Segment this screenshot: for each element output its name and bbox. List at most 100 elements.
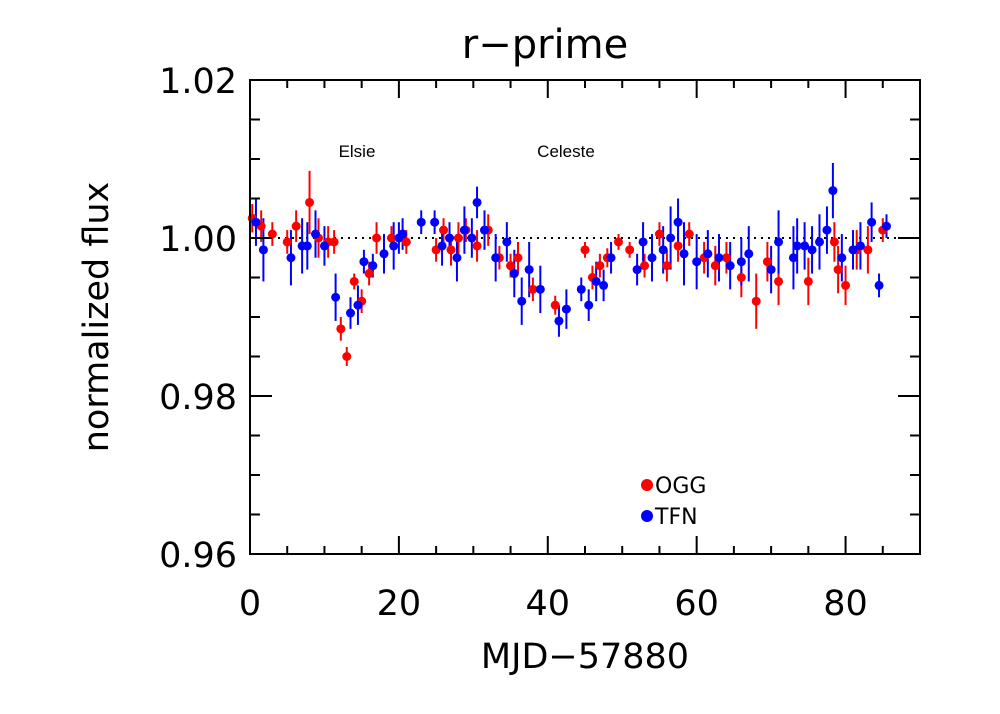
ogg-data-point: [829, 237, 839, 247]
tfn-data-point: [788, 253, 798, 263]
ogg-data-point: [614, 237, 623, 247]
y-tick-label: 1.02: [159, 62, 237, 102]
ogg-data-point: [654, 229, 664, 239]
tfn-data-point: [867, 217, 877, 227]
axis-tick-labels: 0 20 40 60 80 0.96 0.98 1.00 1.02: [159, 62, 868, 624]
tfn-data-point: [480, 225, 489, 235]
tfn-data-point: [524, 265, 534, 275]
tfn-data-point: [416, 217, 426, 227]
tfn-data-point: [744, 249, 754, 259]
ogg-data-point: [291, 221, 301, 231]
ogg-data-point: [580, 245, 590, 255]
tfn-data-point: [766, 265, 776, 275]
tfn-data-point: [599, 280, 609, 290]
x-tick-label: 80: [823, 584, 868, 624]
tfn-data-point: [491, 253, 501, 263]
x-tick-label: 40: [526, 584, 571, 624]
y-tick-label: 1.00: [159, 220, 237, 260]
tfn-data-point: [368, 261, 378, 271]
legend: OGG TFN: [641, 474, 706, 530]
ogg-data-point: [595, 261, 605, 271]
ogg-data-point: [336, 324, 346, 334]
tfn-data-point: [286, 253, 296, 263]
tfn-data-point: [792, 241, 802, 251]
tfn-data-point: [666, 233, 676, 243]
ogg-data-point: [439, 225, 449, 235]
ogg-data-point: [349, 276, 359, 286]
tfn-data-point: [837, 253, 847, 263]
tfn-data-point: [874, 280, 884, 290]
legend-marker-ogg: [641, 479, 653, 491]
ogg-data-point: [267, 229, 277, 239]
ogg-data-point: [625, 245, 635, 255]
tfn-data-point: [882, 221, 891, 231]
tfn-data-point: [822, 225, 832, 235]
data-points: [247, 186, 891, 361]
x-tick-label: 0: [239, 584, 261, 624]
legend-marker-tfn: [641, 510, 653, 522]
tfn-data-point: [437, 241, 447, 251]
tfn-data-point: [509, 269, 519, 279]
tfn-data-point: [807, 245, 817, 255]
ogg-data-point: [342, 352, 352, 361]
tfn-data-point: [353, 300, 363, 310]
ogg-data-point: [446, 245, 456, 255]
tfn-data-point: [692, 257, 702, 267]
tfn-data-point: [714, 253, 724, 263]
tfn-data-point: [331, 292, 341, 302]
ogg-data-point: [372, 233, 382, 243]
ogg-data-point: [774, 276, 784, 286]
ogg-data-point: [673, 241, 683, 251]
tfn-data-point: [647, 253, 657, 263]
tfn-data-point: [828, 186, 838, 196]
ogg-data-point: [803, 276, 813, 286]
ogg-data-point: [282, 237, 292, 247]
error-bars: [251, 162, 888, 366]
tfn-data-point: [673, 217, 683, 227]
tfn-data-point: [467, 233, 477, 243]
tfn-data-point: [459, 225, 469, 235]
tfn-data-point: [445, 233, 455, 243]
ogg-data-point: [506, 261, 516, 271]
tfn-data-point: [561, 304, 571, 314]
ogg-data-point: [662, 261, 672, 271]
ogg-data-point: [453, 233, 463, 243]
tfn-data-point: [638, 237, 648, 247]
tfn-data-point: [774, 237, 784, 247]
tfn-data-point: [251, 217, 261, 227]
ogg-data-point: [472, 241, 482, 251]
tfn-data-point: [848, 245, 858, 255]
x-tick-label: 60: [674, 584, 719, 624]
y-tick-label: 0.98: [159, 378, 237, 418]
tfn-data-point: [502, 237, 512, 247]
tfn-data-point: [658, 245, 668, 255]
annotation-elsie: Elsie: [339, 142, 376, 161]
ogg-data-point: [401, 237, 411, 247]
tfn-data-point: [591, 276, 601, 286]
x-axis-title: MJD−57880: [481, 637, 689, 677]
tfn-data-point: [452, 253, 462, 263]
ogg-data-point: [305, 197, 315, 207]
tfn-data-point: [472, 197, 482, 207]
ogg-data-point: [684, 229, 694, 239]
y-tick-label: 0.96: [159, 536, 237, 576]
ogg-data-point: [762, 257, 772, 267]
tfn-data-point: [725, 261, 735, 271]
ogg-data-point: [863, 245, 873, 255]
tfn-data-point: [302, 241, 312, 251]
ogg-data-point: [721, 253, 731, 263]
ogg-data-point: [513, 253, 523, 263]
ogg-data-point: [640, 261, 650, 271]
annotation-celeste: Celeste: [537, 142, 595, 161]
tfn-data-point: [398, 229, 408, 239]
tfn-data-point: [535, 284, 545, 294]
ogg-data-point: [736, 273, 746, 282]
tfn-data-point: [379, 249, 389, 259]
tfn-data-point: [258, 245, 268, 255]
tfn-data-point: [554, 316, 564, 326]
ogg-data-point: [751, 296, 761, 306]
tfn-data-point: [815, 237, 824, 247]
tfn-data-point: [430, 217, 440, 227]
axis-ticks: [249, 79, 920, 555]
